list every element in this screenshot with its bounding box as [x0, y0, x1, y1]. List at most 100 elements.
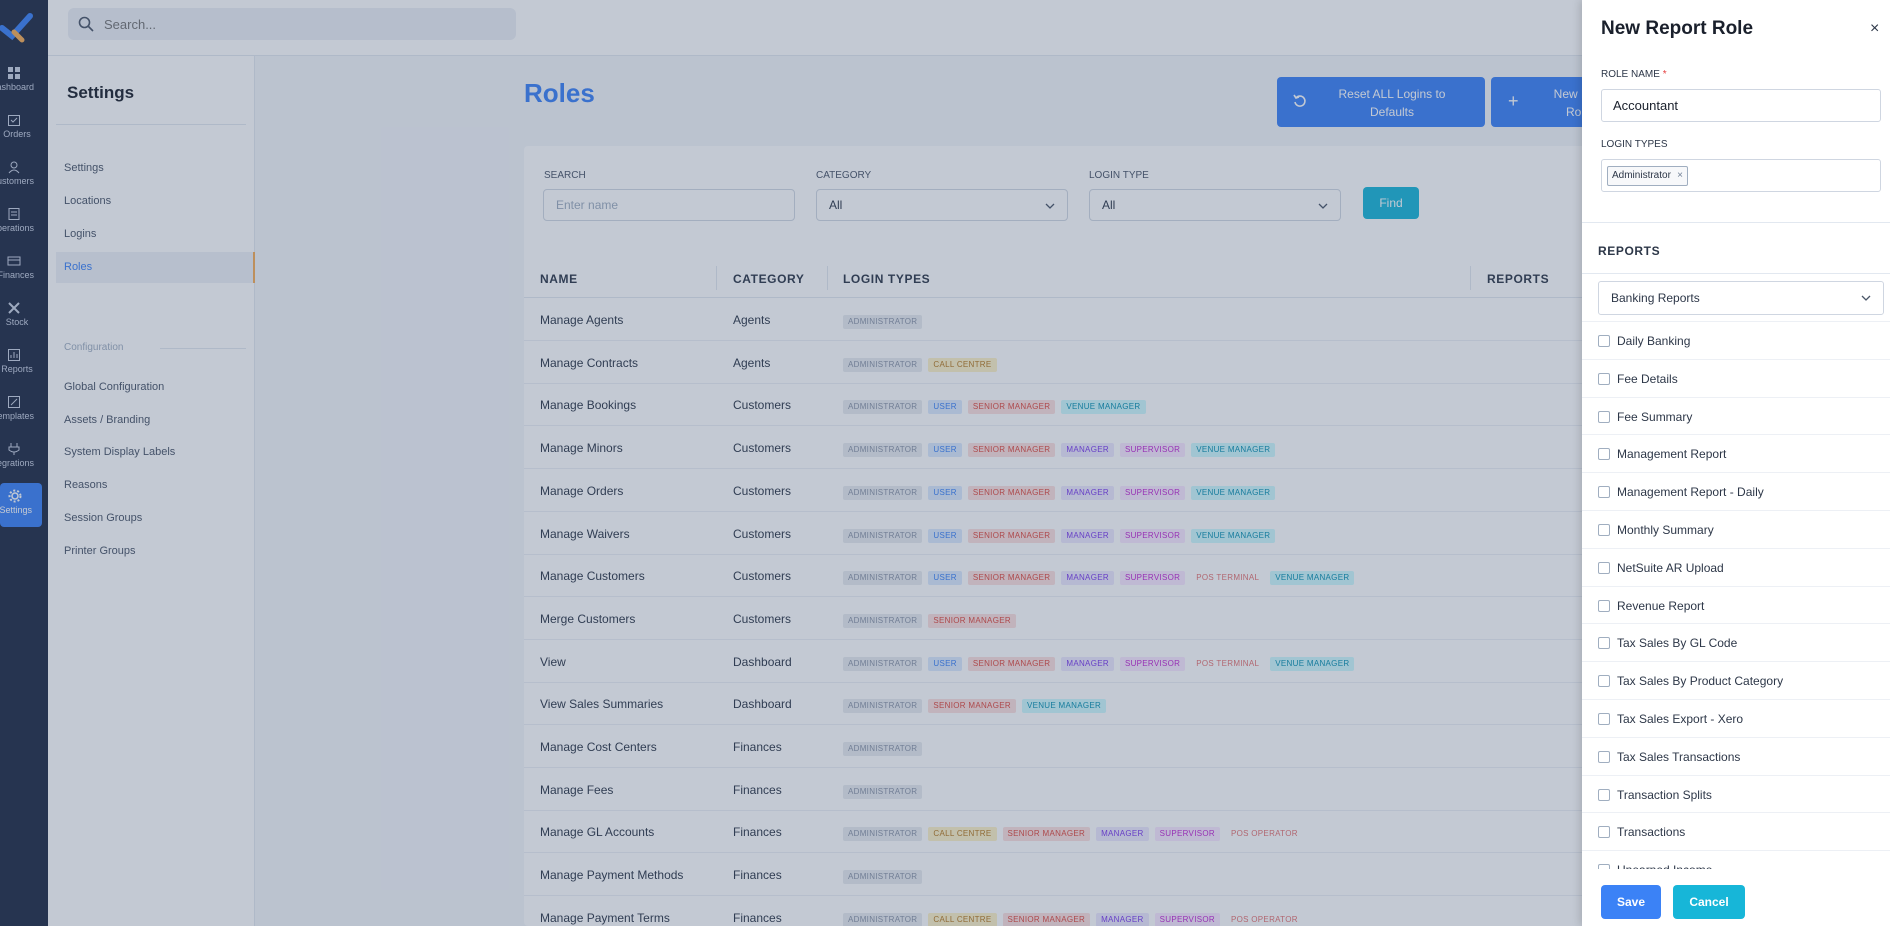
rail-item-label: Integrations [0, 458, 34, 468]
report-checkbox[interactable] [1598, 599, 1610, 612]
table-row[interactable]: View Dashboard ADMINISTRATOR USER SENIOR MAN… [524, 640, 1590, 683]
report-option[interactable]: Transaction Splits [1582, 774, 1890, 813]
rail-item-finances[interactable]: Finances [0, 254, 48, 296]
table-row[interactable]: Manage GL Accounts Finances ADMINISTRATOR C… [524, 810, 1590, 854]
new-role-button[interactable]: + New Re Rol [1491, 77, 1591, 127]
report-checkbox[interactable] [1598, 486, 1610, 499]
report-option[interactable]: Revenue Report [1582, 585, 1890, 624]
table-row[interactable]: Manage Customers Customers ADMINISTRATOR US… [524, 554, 1590, 598]
login-type-badge: CALL CENTRE [928, 827, 997, 842]
table-row[interactable]: Manage Agents Agents ADMINISTRATOR [524, 298, 1590, 341]
role-category: Finances [733, 782, 782, 797]
nav-item-locations[interactable]: Locations [64, 195, 112, 207]
report-option[interactable]: NetSuite AR Upload [1582, 547, 1890, 586]
report-checkbox[interactable] [1598, 750, 1610, 763]
nav-item-logins[interactable]: Logins [64, 228, 97, 240]
close-icon[interactable]: × [1870, 20, 1880, 37]
table-row[interactable]: Manage Bookings Customers ADMINISTRATOR USE… [524, 383, 1590, 427]
rail-item-customers[interactable]: Customers [0, 160, 48, 202]
report-option[interactable]: Tax Sales By GL Code [1582, 623, 1890, 661]
report-checkbox[interactable] [1598, 561, 1610, 574]
rail-item-templates[interactable]: Templates [0, 395, 48, 437]
login-type-select[interactable]: All [1089, 189, 1341, 221]
report-checkbox[interactable] [1598, 826, 1610, 839]
table-row[interactable]: Manage Contracts Agents ADMINISTRATOR CALL … [524, 341, 1590, 384]
nav-item-assets-branding[interactable]: Assets / Branding [64, 414, 151, 426]
table-row[interactable]: Merge Customers Customers ADMINISTRATOR SEN… [524, 597, 1590, 640]
report-checkbox[interactable] [1598, 524, 1610, 536]
nav-item-settings[interactable]: Settings [64, 162, 104, 174]
column-header-login-types[interactable]: LOGIN TYPES [843, 272, 931, 286]
report-checkbox[interactable] [1598, 637, 1610, 650]
report-checkbox[interactable] [1598, 372, 1610, 385]
nav-item-system-display-labels[interactable]: System Display Labels [64, 446, 176, 458]
report-option[interactable]: Transactions [1582, 812, 1890, 850]
login-type-tags: ADMINISTRATOR USER SENIOR MANAGER MANAGER SU… [843, 440, 1281, 458]
nav-item-session-groups[interactable]: Session Groups [64, 512, 143, 524]
cancel-button[interactable]: Cancel [1673, 885, 1745, 919]
rail-item-settings[interactable]: Settings [0, 483, 42, 527]
login-type-badge: MANAGER [1061, 485, 1114, 500]
nav-item-roles[interactable]: Roles [56, 252, 255, 283]
login-types-multiselect[interactable]: Administrator × [1601, 159, 1881, 192]
table-row[interactable]: Manage Payment Terms Finances ADMINISTRATO… [524, 896, 1590, 926]
login-type-badge: ADMINISTRATOR [843, 699, 923, 714]
modal-backdrop[interactable] [0, 0, 1582, 926]
table-row[interactable]: Manage Minors Customers ADMINISTRATOR USER S… [524, 426, 1590, 470]
report-option[interactable]: Fee Summary [1582, 396, 1890, 435]
table-row[interactable]: Manage Orders Customers ADMINISTRATOR USER S… [524, 469, 1590, 512]
column-header-name[interactable]: NAME [540, 272, 578, 286]
column-header-category[interactable]: CATEGORY [733, 272, 805, 286]
rail-item-label: Reports [1, 364, 33, 374]
report-checkbox-list[interactable]: Daily Banking Fee Details Fee Summary Manag… [1582, 321, 1890, 869]
table-row[interactable]: Manage Waivers Customers ADMINISTRATOR USER… [524, 512, 1590, 555]
report-option[interactable]: Management Report [1582, 434, 1890, 472]
column-header-reports[interactable]: REPORTS [1487, 272, 1550, 286]
rail-item-integrations[interactable]: Integrations [0, 442, 48, 484]
category-select[interactable]: All [816, 189, 1068, 221]
rail-item-orders[interactable]: Orders [0, 113, 48, 155]
nav-item-global-configuration[interactable]: Global Configuration [64, 381, 165, 393]
nav-item-reasons[interactable]: Reasons [64, 479, 108, 491]
save-button[interactable]: Save [1601, 885, 1661, 919]
report-checkbox[interactable] [1598, 788, 1610, 801]
role-name-input[interactable]: Accountant [1601, 89, 1881, 122]
report-checkbox[interactable] [1598, 448, 1610, 461]
report-checkbox[interactable] [1598, 713, 1610, 725]
report-option[interactable]: Tax Sales Export - Xero [1582, 699, 1890, 737]
table-row[interactable]: Manage Cost Centers Finances ADMINISTRATOR [524, 725, 1590, 768]
name-search-input[interactable]: Enter name [543, 189, 795, 221]
rail-item-operations[interactable]: Operations [0, 207, 48, 249]
nav-item-printer-groups[interactable]: Printer Groups [64, 545, 136, 557]
role-name: View Sales Summaries [540, 697, 664, 712]
table-row[interactable]: Manage Payment Methods Finances ADMINISTRA… [524, 853, 1590, 897]
chip-remove-icon[interactable]: × [1677, 170, 1683, 181]
report-checkbox[interactable] [1598, 410, 1610, 423]
global-search[interactable] [68, 8, 516, 40]
table-row[interactable]: Manage Fees Finances ADMINISTRATOR [524, 768, 1590, 811]
find-button[interactable]: Find [1363, 187, 1419, 219]
report-option[interactable]: Daily Banking [1582, 321, 1890, 359]
app-rail: Dashboard Orders Customers Operations Financ… [0, 0, 48, 926]
report-group-select[interactable]: Banking Reports [1598, 281, 1884, 315]
report-option[interactable]: Tax Sales By Product Category [1582, 661, 1890, 699]
search-input[interactable] [104, 14, 504, 34]
report-option[interactable]: Tax Sales Transactions [1582, 736, 1890, 775]
reset-logins-button[interactable]: Reset ALL Logins to Defaults [1277, 77, 1485, 127]
table-row[interactable]: View Sales Summaries Dashboard ADMINISTRAT… [524, 682, 1590, 726]
login-type-tags: ADMINISTRATOR SENIOR MANAGER [843, 611, 1022, 628]
brand-logo-icon[interactable] [0, 10, 40, 46]
report-checkbox[interactable] [1598, 675, 1610, 688]
role-category: Dashboard [733, 654, 792, 669]
rail-item-stock[interactable]: Stock [0, 301, 48, 343]
rail-item-reports[interactable]: Reports [0, 348, 48, 390]
report-checkbox[interactable] [1598, 335, 1610, 347]
report-option[interactable]: Unearned Income [1582, 850, 1890, 869]
report-checkbox[interactable] [1598, 864, 1610, 869]
report-option[interactable]: Fee Details [1582, 358, 1890, 397]
report-option[interactable]: Monthly Summary [1582, 510, 1890, 548]
dashboard-icon [8, 67, 20, 79]
login-type-badge: USER [928, 656, 962, 671]
rail-item-dashboard[interactable]: Dashboard [0, 66, 48, 108]
report-option[interactable]: Management Report - Daily [1582, 472, 1890, 510]
